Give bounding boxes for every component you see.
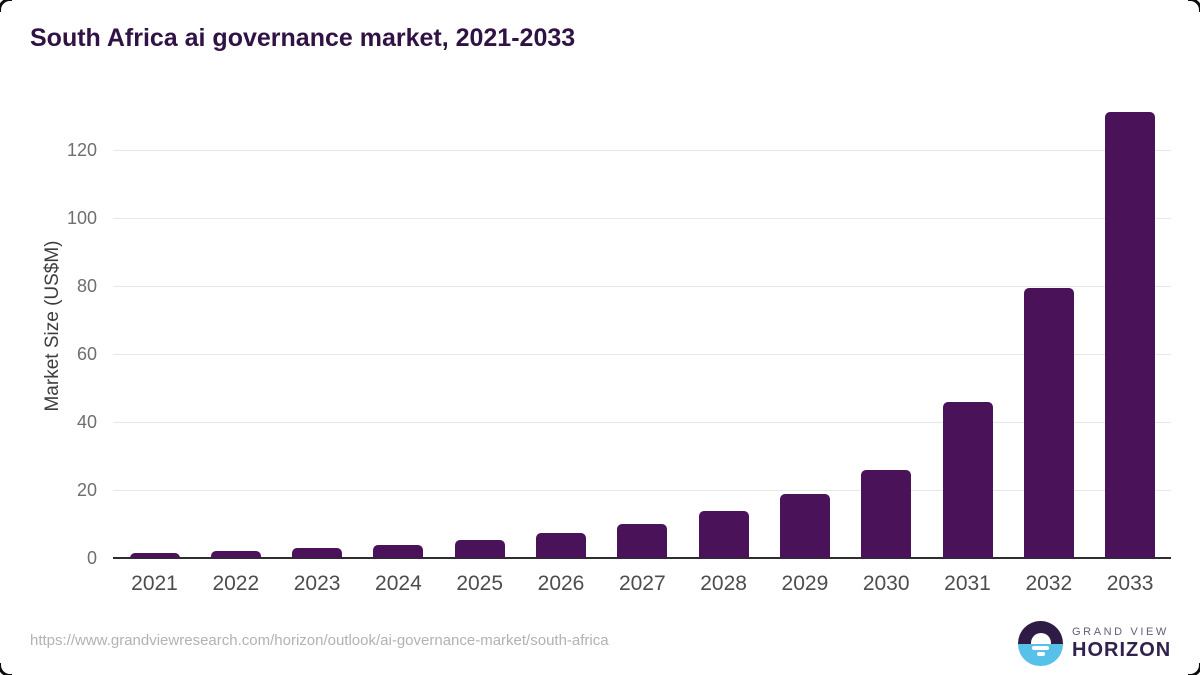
rounded-border-corner — [1188, 663, 1200, 675]
bar-2028[interactable] — [698, 511, 749, 558]
rounded-border-corner — [0, 0, 12, 12]
x-axis-label-2023: 2023 — [293, 572, 341, 595]
x-axis-label-2027: 2027 — [618, 572, 666, 595]
x-axis-line — [113, 557, 1171, 559]
gridline-60 — [113, 354, 1171, 355]
plot-area — [113, 111, 1171, 559]
bar-2029[interactable] — [779, 493, 830, 558]
gridline-120 — [113, 150, 1171, 151]
bar-2033[interactable] — [1105, 111, 1156, 558]
y-tick-label-80: 80 — [76, 276, 97, 296]
gridline-40 — [113, 422, 1171, 423]
bar-2026[interactable] — [536, 533, 586, 558]
rounded-border-corner — [1188, 0, 1200, 12]
y-tick-label-120: 120 — [66, 140, 97, 160]
bar-2024[interactable] — [373, 544, 424, 558]
x-axis-label-2033: 2033 — [1106, 572, 1154, 595]
chart-title: South Africa ai governance market, 2021-… — [30, 24, 576, 52]
bar-2025[interactable] — [454, 540, 505, 558]
y-axis-title: Market Size (US$M) — [42, 240, 63, 412]
bar-2032[interactable] — [1023, 288, 1074, 558]
brand-name-bottom: HORIZON — [1072, 639, 1172, 661]
x-axis-label-2028: 2028 — [700, 572, 747, 595]
x-axis-label-2024: 2024 — [375, 572, 422, 595]
x-axis-label-2031: 2031 — [944, 572, 991, 595]
y-tick-label-20: 20 — [76, 480, 97, 500]
x-axis-label-2026: 2026 — [537, 572, 585, 595]
x-axis-label-2032: 2032 — [1025, 572, 1073, 595]
y-tick-label-0: 0 — [86, 548, 97, 568]
gridline-80 — [113, 286, 1171, 287]
gridline-20 — [113, 490, 1171, 491]
rounded-border-corner — [0, 663, 12, 675]
sunrise-dome-icon — [1030, 633, 1051, 644]
y-tick-label-40: 40 — [76, 412, 97, 432]
y-tick-label-60: 60 — [76, 344, 97, 364]
horizon-logo-icon — [1018, 621, 1063, 666]
brand-logo: GRAND VIEW HORIZON — [1018, 621, 1171, 666]
x-axis-label-2022: 2022 — [212, 572, 260, 595]
x-axis-label-2021: 2021 — [131, 572, 178, 595]
bar-2022[interactable] — [210, 551, 261, 558]
x-axis-label-2029: 2029 — [781, 572, 829, 595]
source-url: https://www.grandviewresearch.com/horizo… — [30, 632, 609, 649]
bar-2031[interactable] — [942, 401, 993, 558]
x-axis-label-2025: 2025 — [456, 572, 504, 595]
gridline-100 — [113, 218, 1171, 219]
bar-2030[interactable] — [861, 470, 912, 558]
bar-2023[interactable] — [292, 548, 343, 558]
brand-name-top: GRAND VIEW — [1072, 626, 1169, 638]
bar-2027[interactable] — [617, 524, 668, 558]
bar-2021[interactable] — [129, 552, 180, 558]
y-tick-label-100: 100 — [66, 208, 97, 228]
x-axis-label-2030: 2030 — [862, 572, 910, 595]
